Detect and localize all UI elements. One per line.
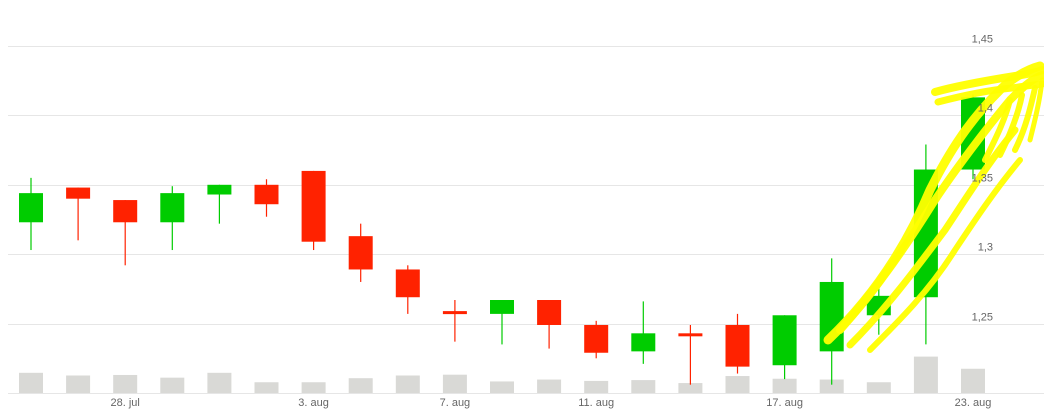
candle-body [19, 193, 43, 223]
volume-bar [961, 368, 985, 393]
candle-body [584, 324, 609, 353]
volume-bar [113, 374, 138, 393]
volume-bar [725, 376, 750, 393]
candle-body [395, 269, 420, 298]
candle-body [160, 193, 185, 223]
volume-bar [584, 380, 609, 393]
candle-body [113, 200, 138, 223]
highlight-stroke [836, 71, 1044, 334]
x-tick-label: 7. aug [440, 397, 471, 409]
candle-body [301, 170, 326, 242]
candle-body [442, 311, 467, 315]
candle-body [207, 184, 232, 195]
candle [66, 187, 91, 241]
y-tick-label: 1,3 [978, 242, 993, 254]
candle-body [725, 324, 750, 367]
candle-layer [19, 94, 985, 385]
candle-body [772, 315, 797, 366]
candle-body [348, 236, 373, 270]
axis-labels: 1,25 1,3 1,35 1,4 1,45 28. jul 3. aug 7. aug 11.… [111, 34, 993, 410]
volume-bar [772, 378, 797, 393]
x-tick-label: 23. aug [955, 397, 992, 409]
volume-bar [66, 375, 91, 393]
highlight-stroke [934, 80, 1044, 106]
candle-body [537, 300, 562, 325]
y-tick-label: 1,35 [972, 173, 993, 185]
volume-bar [254, 382, 279, 393]
candle-body [678, 333, 703, 337]
highlight-annotation [823, 61, 1044, 353]
candle [584, 320, 609, 359]
y-tick-label: 1,45 [972, 34, 993, 46]
candle [442, 300, 467, 342]
highlight-stroke [1027, 77, 1044, 143]
candle-body [66, 187, 91, 199]
y-tick-label: 1,4 [978, 103, 993, 115]
volume-bar [442, 374, 467, 393]
highlight-stroke [846, 126, 1019, 349]
highlight-stroke [982, 85, 1038, 163]
volume-bar [301, 382, 326, 393]
volume-bar [819, 379, 844, 393]
candle [301, 170, 326, 251]
candle [631, 301, 656, 364]
highlight-stroke [867, 157, 1023, 353]
highlight-stroke [931, 66, 1044, 96]
candle [19, 177, 43, 251]
volume-bar [866, 382, 891, 393]
candle [537, 300, 562, 349]
candle-body [490, 300, 514, 314]
volume-bar [631, 380, 656, 393]
volume-bar [160, 377, 185, 393]
candle [772, 315, 797, 380]
volume-bar [19, 372, 43, 393]
x-tick-label: 17. aug [766, 397, 803, 409]
candle [678, 324, 703, 385]
y-tick-label: 1,25 [972, 312, 993, 324]
x-tick-label: 3. aug [298, 397, 329, 409]
volume-bar [207, 372, 232, 393]
candle [348, 223, 373, 282]
candle [160, 186, 185, 251]
candle [254, 179, 279, 217]
candle [490, 300, 514, 345]
volume-bar [913, 356, 938, 393]
volume-bar [537, 379, 562, 393]
volume-bar [678, 383, 703, 393]
volume-bar [348, 378, 373, 393]
x-tick-label: 11. aug [578, 397, 614, 409]
volume-bar [490, 381, 514, 393]
candle [207, 184, 232, 224]
volume-bar [395, 375, 420, 393]
volume-layer [19, 356, 985, 393]
candle-body [631, 333, 656, 352]
candle [725, 313, 750, 374]
candle [113, 200, 138, 266]
candle [395, 265, 420, 314]
x-tick-label: 28. jul [111, 397, 140, 409]
candle-body [254, 184, 279, 205]
